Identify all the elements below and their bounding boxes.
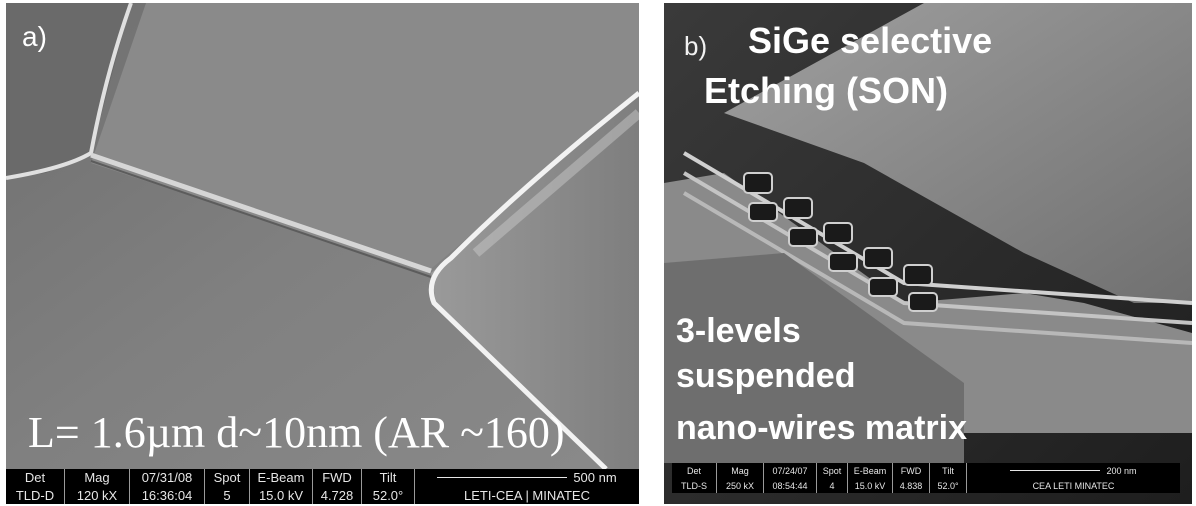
description-line-2: suspended — [676, 357, 856, 395]
fwd-field: FWD 4.838 — [893, 463, 930, 493]
datetime-field: 07/24/07 08:54:44 — [764, 463, 817, 493]
spot-field: Spot 4 — [817, 463, 848, 493]
description-line-3: nano-wires matrix — [676, 409, 967, 447]
magnification-field: Mag 250 kX — [717, 463, 764, 493]
magnification-field: Mag 120 kX — [65, 469, 130, 504]
scale-bar-line — [1010, 470, 1101, 471]
detector-field: Det TLD-S — [672, 463, 717, 493]
spot-field: Spot 5 — [205, 469, 250, 504]
sem-micrograph-nanowire — [6, 3, 639, 469]
sem-info-bar: Det TLD-S Mag 250 kX 07/24/07 08:54:44 S… — [672, 463, 1180, 493]
title-line-1: SiGe selective — [748, 20, 993, 61]
fwd-field: FWD 4.728 — [313, 469, 362, 504]
lab-label: LETI-CEA | MINATEC — [464, 487, 590, 503]
tilt-field: Tilt 52.0° — [930, 463, 967, 493]
detector-field: Det TLD-D — [6, 469, 65, 504]
scale-bar-line — [437, 477, 568, 479]
beam-field: E-Beam 15.0 kV — [250, 469, 313, 504]
description-line-1: 3-levels — [676, 312, 801, 350]
datetime-field: 07/31/08 16:36:04 — [130, 469, 205, 504]
beam-field: E-Beam 15.0 kV — [848, 463, 893, 493]
scale-bar: 200 nm — [1010, 465, 1137, 476]
sem-micrograph-nanowire-matrix — [664, 3, 1192, 504]
tilt-field: Tilt 52.0° — [362, 469, 415, 504]
sem-info-bar: Det TLD-D Mag 120 kX 07/31/08 16:36:04 S… — [6, 469, 639, 504]
sem-image-panel-b: b) SiGe selective Etching (SON) 3-levels… — [664, 3, 1192, 504]
lab-label: CEA LETI MINATEC — [1032, 480, 1115, 491]
image-caption: L= 1.6µm d~10nm (AR ~160) — [28, 408, 565, 457]
scale-bar-field: 500 nm LETI-CEA | MINATEC — [415, 469, 639, 504]
scale-bar-label: 500 nm — [573, 470, 617, 486]
scale-bar: 500 nm — [437, 470, 617, 486]
sem-image-panel-a: a) L= 1.6µm d~10nm (AR ~160) Det TLD-D M… — [6, 3, 639, 504]
title-line-2: Etching (SON) — [704, 70, 948, 111]
scale-bar-field: 200 nm CEA LETI MINATEC — [967, 463, 1180, 493]
panel-label: b) — [684, 31, 708, 61]
scale-bar-label: 200 nm — [1106, 465, 1137, 476]
panel-label: a) — [22, 21, 47, 52]
